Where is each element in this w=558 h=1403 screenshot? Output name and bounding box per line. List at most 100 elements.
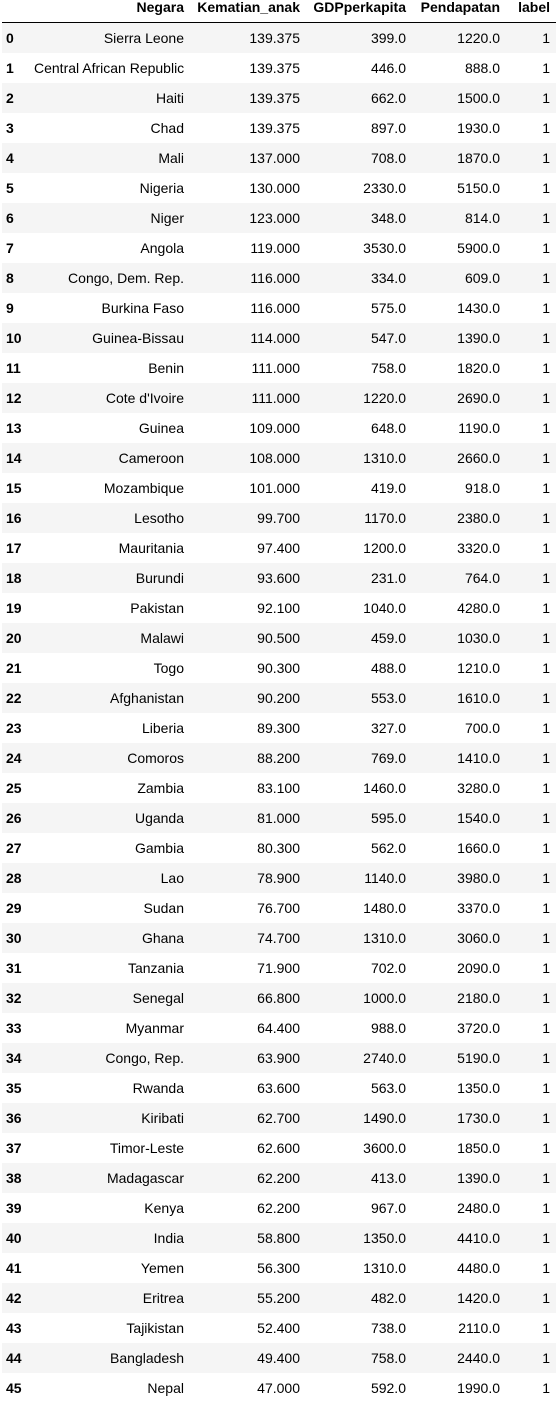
cell-negara: Eritrea xyxy=(34,1283,192,1313)
cell-pendapatan: 2380.0 xyxy=(414,503,508,533)
cell-kematian-anak: 92.100 xyxy=(192,593,308,623)
cell-negara: Sudan xyxy=(34,893,192,923)
cell-negara: Mozambique xyxy=(34,473,192,503)
cell-kematian-anak: 62.600 xyxy=(192,1133,308,1163)
cell-gdpperkapita: 738.0 xyxy=(308,1313,414,1343)
cell-gdpperkapita: 575.0 xyxy=(308,293,414,323)
row-index: 29 xyxy=(2,893,34,923)
cell-pendapatan: 3280.0 xyxy=(414,773,508,803)
column-header-pendapatan: Pendapatan xyxy=(414,0,508,23)
cell-label: 1 xyxy=(508,203,556,233)
cell-gdpperkapita: 488.0 xyxy=(308,653,414,683)
cell-pendapatan: 918.0 xyxy=(414,473,508,503)
cell-label: 1 xyxy=(508,1133,556,1163)
row-index: 21 xyxy=(2,653,34,683)
cell-label: 1 xyxy=(508,53,556,83)
cell-kematian-anak: 62.200 xyxy=(192,1163,308,1193)
cell-pendapatan: 2660.0 xyxy=(414,443,508,473)
cell-pendapatan: 3370.0 xyxy=(414,893,508,923)
cell-gdpperkapita: 563.0 xyxy=(308,1073,414,1103)
cell-label: 1 xyxy=(508,653,556,683)
row-index: 38 xyxy=(2,1163,34,1193)
cell-kematian-anak: 56.300 xyxy=(192,1253,308,1283)
cell-pendapatan: 1820.0 xyxy=(414,353,508,383)
cell-label: 1 xyxy=(508,1313,556,1343)
row-index: 34 xyxy=(2,1043,34,1073)
cell-kematian-anak: 90.200 xyxy=(192,683,308,713)
cell-label: 1 xyxy=(508,683,556,713)
row-index: 33 xyxy=(2,1013,34,1043)
cell-gdpperkapita: 413.0 xyxy=(308,1163,414,1193)
cell-negara: Haiti xyxy=(34,83,192,113)
cell-kematian-anak: 139.375 xyxy=(192,53,308,83)
cell-kematian-anak: 90.300 xyxy=(192,653,308,683)
cell-negara: Yemen xyxy=(34,1253,192,1283)
cell-pendapatan: 3060.0 xyxy=(414,923,508,953)
cell-pendapatan: 4410.0 xyxy=(414,1223,508,1253)
cell-label: 1 xyxy=(508,173,556,203)
cell-gdpperkapita: 399.0 xyxy=(308,23,414,54)
cell-label: 1 xyxy=(508,503,556,533)
cell-label: 1 xyxy=(508,413,556,443)
row-index: 44 xyxy=(2,1343,34,1373)
row-index: 2 xyxy=(2,83,34,113)
cell-negara: Guinea-Bissau xyxy=(34,323,192,353)
cell-label: 1 xyxy=(508,233,556,263)
cell-label: 1 xyxy=(508,1223,556,1253)
cell-pendapatan: 1210.0 xyxy=(414,653,508,683)
cell-label: 1 xyxy=(508,83,556,113)
cell-gdpperkapita: 967.0 xyxy=(308,1193,414,1223)
cell-pendapatan: 1930.0 xyxy=(414,113,508,143)
cell-pendapatan: 609.0 xyxy=(414,263,508,293)
cell-negara: Kenya xyxy=(34,1193,192,1223)
column-header-negara: Negara xyxy=(34,0,192,23)
cell-negara: Congo, Dem. Rep. xyxy=(34,263,192,293)
column-header-label: label xyxy=(508,0,556,23)
cell-kematian-anak: 137.000 xyxy=(192,143,308,173)
cell-pendapatan: 3320.0 xyxy=(414,533,508,563)
cell-kematian-anak: 83.100 xyxy=(192,773,308,803)
cell-pendapatan: 3720.0 xyxy=(414,1013,508,1043)
cell-gdpperkapita: 769.0 xyxy=(308,743,414,773)
cell-label: 1 xyxy=(508,1283,556,1313)
cell-pendapatan: 5150.0 xyxy=(414,173,508,203)
cell-negara: Benin xyxy=(34,353,192,383)
cell-label: 1 xyxy=(508,353,556,383)
cell-label: 1 xyxy=(508,1253,556,1283)
cell-gdpperkapita: 419.0 xyxy=(308,473,414,503)
row-index: 1 xyxy=(2,53,34,83)
cell-label: 1 xyxy=(508,383,556,413)
cell-gdpperkapita: 595.0 xyxy=(308,803,414,833)
cell-kematian-anak: 52.400 xyxy=(192,1313,308,1343)
cell-negara: Timor-Leste xyxy=(34,1133,192,1163)
row-index: 30 xyxy=(2,923,34,953)
cell-label: 1 xyxy=(508,923,556,953)
cell-pendapatan: 700.0 xyxy=(414,713,508,743)
cell-gdpperkapita: 758.0 xyxy=(308,353,414,383)
cell-negara: Burkina Faso xyxy=(34,293,192,323)
cell-kematian-anak: 78.900 xyxy=(192,863,308,893)
row-index: 11 xyxy=(2,353,34,383)
cell-gdpperkapita: 1140.0 xyxy=(308,863,414,893)
cell-pendapatan: 1850.0 xyxy=(414,1133,508,1163)
cell-negara: Mali xyxy=(34,143,192,173)
cell-label: 1 xyxy=(508,773,556,803)
cell-gdpperkapita: 1170.0 xyxy=(308,503,414,533)
cell-kematian-anak: 63.900 xyxy=(192,1043,308,1073)
index-header xyxy=(2,0,34,23)
